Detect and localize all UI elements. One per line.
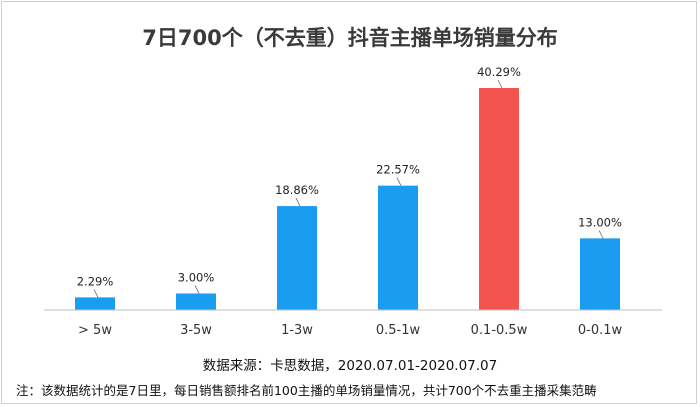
data-source: 数据来源：卡思数据，2020.07.01-2020.07.07: [202, 358, 498, 374]
x-tick-label: 0.5-1w: [376, 323, 421, 338]
data-label-leader: [396, 177, 402, 186]
x-tick-label: 0-0.1w: [578, 323, 623, 338]
x-tick-label: 1-3w: [281, 323, 313, 338]
bar: [75, 297, 115, 310]
data-label: 18.86%: [275, 183, 319, 197]
data-label: 2.29%: [77, 274, 114, 288]
bar: [378, 185, 418, 310]
bar: [277, 206, 317, 310]
data-label: 22.57%: [376, 163, 420, 177]
x-tick-label: 3-5w: [180, 323, 212, 338]
bar: [479, 88, 519, 310]
bar: [176, 293, 216, 310]
bar: [580, 238, 620, 310]
x-tick-label: > 5w: [78, 323, 112, 338]
x-tick-label: 0.1-0.5w: [471, 323, 528, 338]
footnote: 注：该数据统计的是7日里，每日销售额排名前100主播的单场销量情况，共计700个…: [16, 383, 597, 398]
data-label-leader: [497, 79, 503, 89]
data-label: 13.00%: [578, 215, 622, 229]
data-label-leader: [194, 285, 200, 294]
chart-title: 7日700个（不去重）抖音主播单场销量分布: [142, 26, 558, 50]
data-label-leader: [295, 197, 301, 207]
data-label: 40.29%: [477, 65, 521, 79]
data-label-leader: [598, 230, 604, 239]
data-label-leader: [93, 289, 99, 298]
data-label: 3.00%: [178, 270, 215, 284]
